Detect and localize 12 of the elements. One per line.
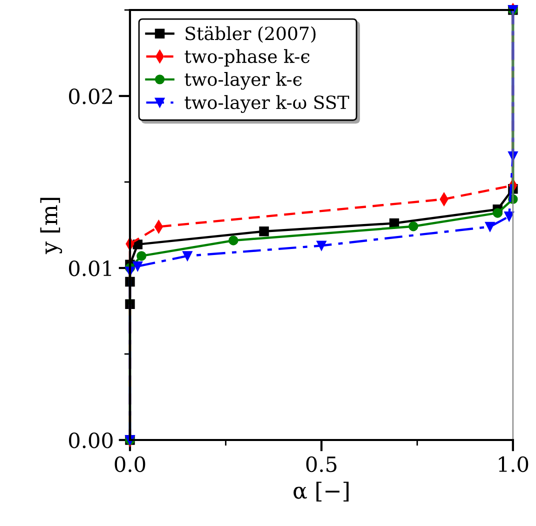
x-tick-label: 1.0 xyxy=(498,456,528,472)
x-tick-label: 0.0 xyxy=(114,456,146,472)
legend-label: two-phase k-ϵ xyxy=(184,49,310,67)
legend-label: Stäbler (2007) xyxy=(186,26,316,43)
x-axis-title: α [−] xyxy=(294,482,349,502)
y-tick-label: 0.01 xyxy=(68,260,112,276)
y-tick-label: 0.02 xyxy=(68,88,112,104)
y-axis-title: y [m] xyxy=(40,198,62,254)
legend-label: two-layer k-ω SST xyxy=(184,95,350,113)
legend-label: two-layer k-ϵ xyxy=(184,72,302,90)
x-tick-label: 0.5 xyxy=(306,456,336,472)
y-tick-label: 0.00 xyxy=(68,432,113,448)
